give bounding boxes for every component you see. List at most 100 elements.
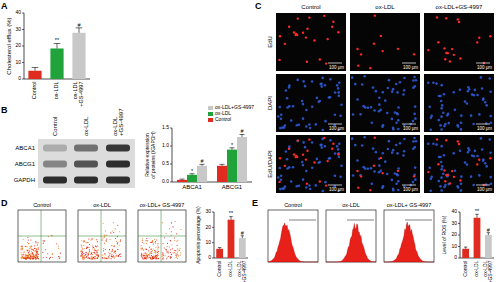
- event-dot: [30, 258, 31, 259]
- event-dot: [153, 244, 154, 245]
- nucleus: [324, 84, 327, 87]
- tick-label: 0.5: [162, 160, 169, 166]
- event-dot: [175, 250, 176, 251]
- nucleus: [318, 100, 321, 103]
- event-dot: [152, 257, 153, 258]
- event-dot: [29, 257, 30, 258]
- event-dot: [21, 257, 22, 258]
- column-label: ox-LDL+ GS-4997: [387, 202, 431, 208]
- event-dot: [119, 244, 120, 245]
- nucleus: [428, 105, 431, 108]
- nucleus: [439, 124, 442, 127]
- event-dot: [170, 249, 171, 250]
- event-dot: [82, 252, 83, 253]
- band: [106, 145, 130, 152]
- event-dot: [36, 254, 37, 255]
- event-dot: [22, 249, 23, 250]
- significance: **: [229, 210, 234, 216]
- edu-spot: [436, 16, 438, 18]
- nucleus: [396, 152, 399, 155]
- event-dot: [28, 258, 29, 259]
- band: [43, 145, 67, 152]
- bar: [72, 33, 85, 79]
- nucleus: [329, 78, 332, 81]
- event-dot: [146, 240, 147, 241]
- event-dot: [52, 257, 53, 258]
- nucleus: [337, 87, 340, 90]
- edu-spot: [323, 15, 325, 17]
- event-dot: [92, 254, 93, 255]
- edu-spot: [326, 160, 328, 162]
- event-dot: [27, 255, 28, 256]
- gate: [347, 220, 374, 221]
- event-dot: [24, 257, 25, 258]
- category-label: Control: [216, 261, 222, 277]
- legend-swatch: [208, 112, 213, 116]
- event-dot: [149, 255, 150, 256]
- nucleus: [288, 86, 291, 89]
- event-dot: [110, 232, 111, 233]
- event-dot: [80, 255, 81, 256]
- tick: [212, 242, 214, 243]
- nucleus: [397, 167, 400, 170]
- scale-bar-label: 100 μm: [403, 65, 418, 70]
- edu-spot: [443, 47, 445, 49]
- plot-area: [216, 217, 245, 258]
- nucleus: [285, 150, 288, 153]
- nucleus: [412, 120, 415, 123]
- event-dot: [92, 245, 93, 246]
- tick-label: 20: [15, 42, 21, 48]
- nucleus: [399, 81, 402, 84]
- event-dot: [88, 247, 89, 248]
- event-dot: [31, 248, 32, 249]
- edu-spot: [374, 136, 376, 138]
- event-dot: [97, 252, 98, 253]
- nucleus: [302, 178, 305, 181]
- tick-label: 10: [15, 59, 21, 65]
- event-dot: [106, 235, 107, 236]
- edu-spot: [357, 64, 359, 66]
- event-dot: [144, 255, 145, 256]
- event-dot: [96, 251, 97, 252]
- event-dot: [32, 252, 33, 253]
- nucleus: [466, 102, 469, 105]
- event-dot: [143, 258, 144, 259]
- event-dot: [96, 254, 97, 255]
- event-dot: [157, 248, 158, 249]
- event-dot: [156, 258, 157, 259]
- edu-spot: [319, 58, 321, 60]
- event-dot: [165, 249, 166, 250]
- row-label: EdU: [267, 36, 273, 48]
- event-dot: [22, 247, 23, 248]
- edu-spot: [447, 174, 449, 176]
- event-dot: [21, 246, 22, 247]
- event-dot: [56, 243, 57, 244]
- event-dot: [32, 258, 33, 259]
- event-dot: [31, 253, 32, 254]
- event-dot: [177, 254, 178, 255]
- scale-bar-label: 100 μm: [477, 65, 492, 70]
- event-dot: [21, 255, 22, 256]
- event-dot: [156, 252, 157, 253]
- event-dot: [26, 258, 27, 259]
- image: [350, 135, 420, 193]
- nucleus: [386, 112, 389, 115]
- event-dot: [25, 257, 26, 258]
- scale-bar-label: 100 μm: [403, 126, 418, 131]
- event-dot: [37, 257, 38, 258]
- nucleus: [414, 178, 417, 181]
- event-dot: [113, 232, 114, 233]
- event-dot: [27, 255, 28, 256]
- event-dot: [87, 255, 88, 256]
- event-dot: [97, 245, 98, 246]
- event-dot: [103, 250, 104, 251]
- event-dot: [147, 256, 148, 257]
- event-dot: [116, 256, 117, 257]
- event-dot: [43, 243, 44, 244]
- nucleus: [454, 109, 457, 112]
- event-dot: [93, 258, 94, 259]
- nucleus: [311, 80, 314, 83]
- nucleus: [403, 77, 406, 80]
- event-dot: [34, 245, 35, 246]
- label-line: +GS-4997: [487, 260, 493, 282]
